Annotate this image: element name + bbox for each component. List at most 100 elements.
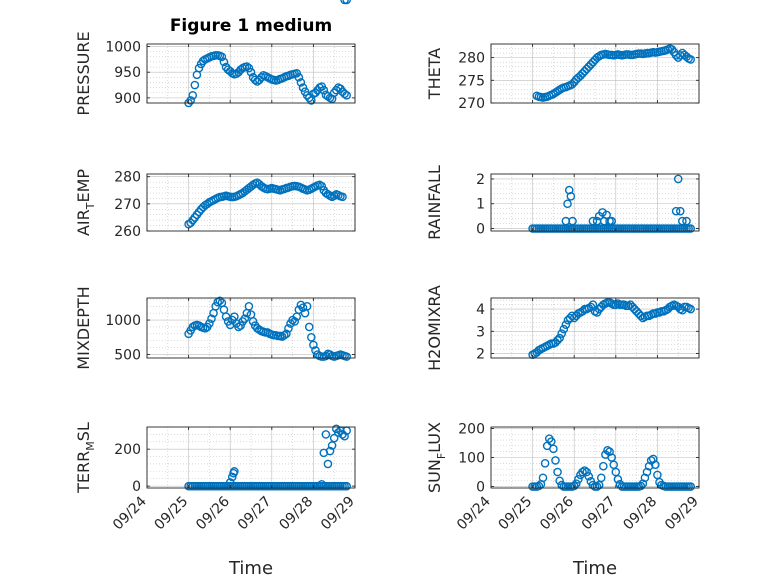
data-point <box>561 320 571 329</box>
data-point <box>229 468 238 478</box>
data-point <box>682 216 691 226</box>
y-tick-label: 200 <box>114 442 141 458</box>
data-point <box>640 473 650 483</box>
data-point <box>340 431 349 441</box>
data-point <box>323 459 333 469</box>
data-point <box>284 324 293 333</box>
data-point <box>236 321 245 330</box>
data-point <box>551 456 560 465</box>
data-point <box>294 73 304 82</box>
data-point <box>257 73 266 82</box>
data-point <box>578 467 587 477</box>
data-point <box>188 91 198 100</box>
y-tick-label: 200 <box>458 421 485 437</box>
data-point <box>580 466 589 475</box>
y-tick-label: 1000 <box>105 40 141 56</box>
series-points <box>528 434 695 491</box>
data-point <box>338 192 347 202</box>
data-point <box>605 447 614 456</box>
x-axis-label-right: Time <box>572 558 617 579</box>
data-point <box>574 474 583 484</box>
data-point <box>569 481 579 491</box>
data-point <box>598 208 607 217</box>
data-point <box>225 320 235 330</box>
data-point <box>553 467 562 477</box>
data-point <box>534 481 544 491</box>
x-tick-label: 09/27 <box>579 494 619 534</box>
axes-frame <box>490 43 700 104</box>
data-point <box>248 180 258 190</box>
data-point <box>584 472 594 481</box>
axes-frame <box>146 426 356 489</box>
y-tick-label: 500 <box>114 348 141 364</box>
data-point <box>607 216 616 226</box>
y-tick-label: 0 <box>132 479 141 495</box>
data-point <box>194 63 204 73</box>
y-axis-label: AIRTEMP <box>74 169 97 236</box>
axes-frame <box>146 297 356 359</box>
data-point <box>342 0 351 5</box>
panel-5: 500 1000 MIXDEPTH <box>74 286 356 370</box>
data-point <box>540 459 550 468</box>
data-point <box>186 96 195 105</box>
panel-2: 270 275 280 THETA <box>425 43 700 112</box>
data-point <box>200 324 210 333</box>
data-point <box>329 433 339 443</box>
y-tick-label: 4 <box>476 302 485 318</box>
x-tick-label: 09/25 <box>496 494 536 534</box>
data-point <box>327 441 337 450</box>
data-point <box>553 335 562 345</box>
series-points <box>528 174 695 233</box>
data-point <box>279 330 289 340</box>
y-tick-label: 1 <box>476 197 485 213</box>
data-point <box>329 191 339 201</box>
series-points <box>184 296 351 361</box>
data-point <box>566 191 576 201</box>
series-points <box>184 0 351 229</box>
y-tick-label: 1000 <box>105 313 141 329</box>
x-tick-label: 09/26 <box>193 493 233 533</box>
series-points <box>528 298 695 359</box>
data-point <box>294 305 304 315</box>
data-point <box>211 301 220 311</box>
data-point <box>215 296 225 306</box>
data-point <box>549 444 558 454</box>
y-tick-label: 275 <box>458 73 485 89</box>
data-point <box>686 304 695 314</box>
data-point <box>219 57 229 67</box>
y-tick-label: 270 <box>458 96 485 112</box>
data-point <box>678 216 687 226</box>
y-tick-label: 270 <box>114 197 141 213</box>
x-tick-label: 09/24 <box>454 493 494 533</box>
data-point <box>319 85 329 95</box>
data-point <box>213 297 223 307</box>
data-point <box>298 303 308 312</box>
data-point <box>592 482 602 491</box>
data-point <box>675 206 685 216</box>
data-point <box>582 467 591 477</box>
y-axis-label: RAINFALL <box>425 165 444 240</box>
data-point <box>555 476 564 486</box>
data-point <box>567 80 577 89</box>
data-point <box>588 216 598 226</box>
y-axis-label: H2OMIXRA <box>425 285 444 371</box>
data-point <box>671 206 681 216</box>
data-point <box>675 51 685 60</box>
data-point <box>638 479 648 488</box>
panel-4: 0 1 2 RAINFALL <box>425 165 700 240</box>
data-point <box>246 310 256 319</box>
x-tick-label: 09/29 <box>318 494 358 534</box>
data-point <box>188 322 198 332</box>
data-point <box>609 460 619 470</box>
panel-6: 2 3 4 H2OMIXRA <box>425 285 700 371</box>
data-point <box>292 68 302 78</box>
data-point <box>557 329 567 338</box>
data-point <box>325 446 335 456</box>
data-point <box>315 180 324 190</box>
series-points <box>184 50 351 108</box>
data-point <box>282 329 291 339</box>
data-point <box>227 472 237 482</box>
data-point <box>644 461 654 471</box>
data-point <box>340 89 349 99</box>
data-point <box>309 340 318 350</box>
